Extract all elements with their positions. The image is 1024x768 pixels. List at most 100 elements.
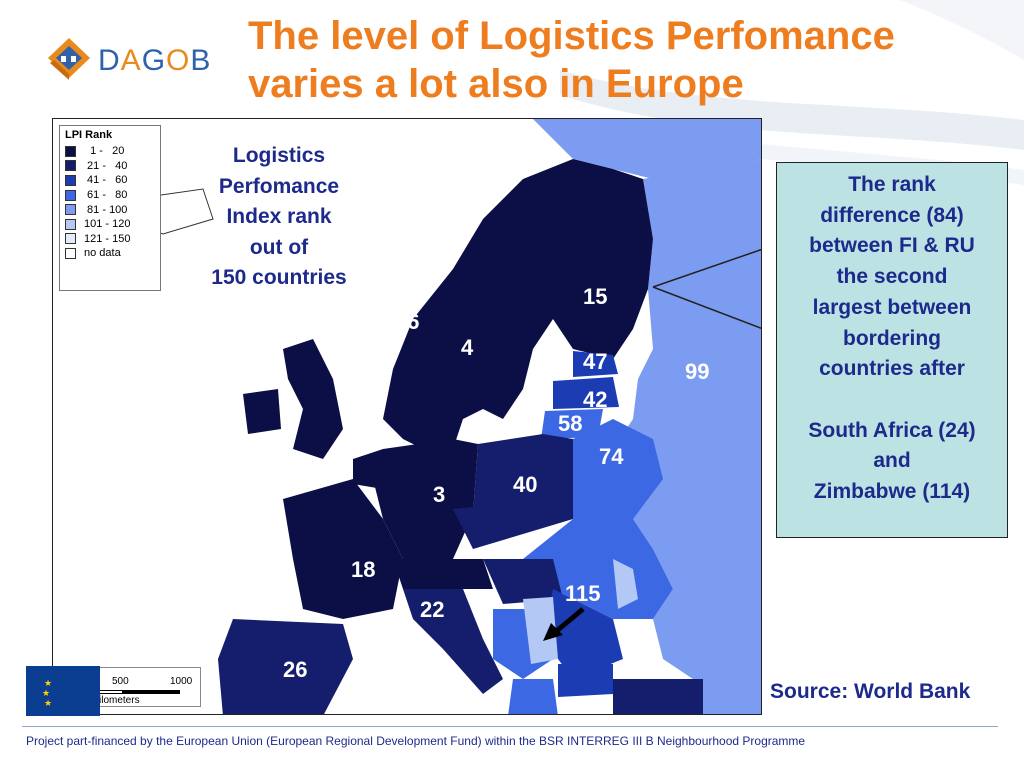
callout-line: bordering [843,326,941,350]
legend-swatch [65,189,76,201]
region-lithuania [541,409,603,439]
callout-line: and [873,449,911,473]
rank-label-france: 18 [351,557,376,582]
logo-text: DAGOB [98,44,212,77]
region-latvia [553,377,619,409]
callout-line: countries after [819,357,965,381]
legend-swatch [65,218,76,230]
legend-label: 81 - 100 [84,203,128,216]
region-switzerland-austria [393,559,493,589]
legend-label: 41 - 60 [84,174,128,187]
region-italy [403,589,503,694]
dagob-logo: DAGOB [46,36,226,86]
title-line-1: The level of Logistics Perfomance [248,14,895,58]
region-serbia [523,597,558,664]
caption-line: out of [249,235,309,259]
callout-pointer-lower [652,286,761,330]
rank-label-poland: 40 [513,472,538,497]
callout-line: Zimbabwe (114) [813,480,971,504]
callout-line: the second [836,265,948,289]
region-belarus [573,419,663,519]
region-ireland [243,389,281,434]
callout-gap [777,385,1007,416]
legend-item: 61 - 80 [65,188,155,203]
rank-label-lithuania: 58 [558,411,583,436]
legend-swatch [65,145,76,157]
region-russia-north [533,119,761,179]
europe-lpi-map: LPI Rank 1 - 20 21 - 40 41 - 60 61 - 80 … [52,118,762,715]
caption-line: Logistics [232,144,326,167]
map-caption: Logistics Perfomance Index rank out of 1… [191,141,367,294]
region-greece [508,679,558,714]
callout-line: largest between [812,295,972,319]
caption-line: Index rank [226,205,332,228]
region-benelux [353,449,383,489]
legend-item: 41 - 60 [65,173,155,188]
region-france [283,479,403,619]
legend-item: 81 - 100 [65,202,155,217]
map-legend: LPI Rank 1 - 20 21 - 40 41 - 60 61 - 80 … [59,125,161,291]
legend-label: 21 - 40 [84,159,128,172]
rank-label-serbia: 115 [565,581,601,606]
svg-text:★: ★ [44,699,52,709]
callout-line: The rank [848,173,936,196]
arrow-line [551,607,585,636]
eu-flag: ★ ★ ★ [26,666,100,716]
legend-label: 121 - 150 [84,232,131,245]
rank-label-italy: 22 [420,597,445,622]
logo-diamond-icon [48,38,90,80]
rank-label-spain: 26 [283,657,308,682]
legend-item: 101 - 120 [65,217,155,232]
scale-tick-500: 500 [112,676,129,687]
callout-box: The rank difference (84) between FI & RU… [776,162,1008,538]
rank-label-latvia: 42 [583,387,608,412]
region-moldova [613,559,638,609]
region-estonia [573,351,618,377]
legend-swatch [65,160,76,172]
region-germany [373,439,478,559]
caption-line: Perfomance [218,174,340,198]
legend-item: 1 - 20 [65,144,155,159]
scale-bar-segment [92,691,122,693]
region-scandinavia [383,159,653,449]
rank-label-finland: 15 [583,284,608,309]
region-turkey [613,679,703,714]
scale-unit: kilometers [94,695,140,706]
scale-tick-1000: 1000 [170,676,193,687]
footer-text: Project part-financed by the European Un… [26,734,806,748]
callout-line: difference (84) [820,203,964,227]
rank-label-germany: 3 [433,482,446,507]
legend-label: 61 - 80 [84,189,128,202]
map-shapes [132,119,761,714]
region-romania [543,589,623,679]
legend-label: 1 - 20 [84,145,125,158]
legend-item: 21 - 40 [65,159,155,174]
footer-divider [22,726,998,727]
region-bulgaria [558,664,613,697]
legend-title: LPI Rank [65,129,113,141]
legend-label: 101 - 120 [84,218,131,231]
callout-line: between FI & RU [809,234,975,258]
legend-swatch [65,233,76,245]
region-iberia [218,619,353,714]
legend-swatch [65,204,76,216]
rank-label-russia: 99 [685,359,710,384]
callout-line: South Africa (24) [808,418,976,442]
eu-stars-icon: ★ ★ ★ [42,679,52,709]
rank-label-estonia: 47 [583,349,608,374]
svg-text:★: ★ [42,689,50,699]
legend-label: no data [84,247,121,260]
legend-swatch [65,174,76,186]
caption-line: 150 countries [211,266,347,289]
slide-title: The level of Logistics Perfomance varies… [248,12,1008,108]
source-text: Source: World Bank [770,680,971,703]
region-czech [453,504,523,549]
rank-label-belarus: 74 [599,444,624,469]
callout-pointer-upper [652,248,761,288]
rank-label-sweden: 4 [461,335,474,360]
legend-rows: 1 - 20 21 - 40 41 - 60 61 - 80 81 - 100 1… [65,144,155,261]
svg-text:★: ★ [44,679,52,689]
rank-label-norway: 16 [395,309,420,334]
region-russia [613,159,761,714]
legend-swatch [65,247,76,259]
